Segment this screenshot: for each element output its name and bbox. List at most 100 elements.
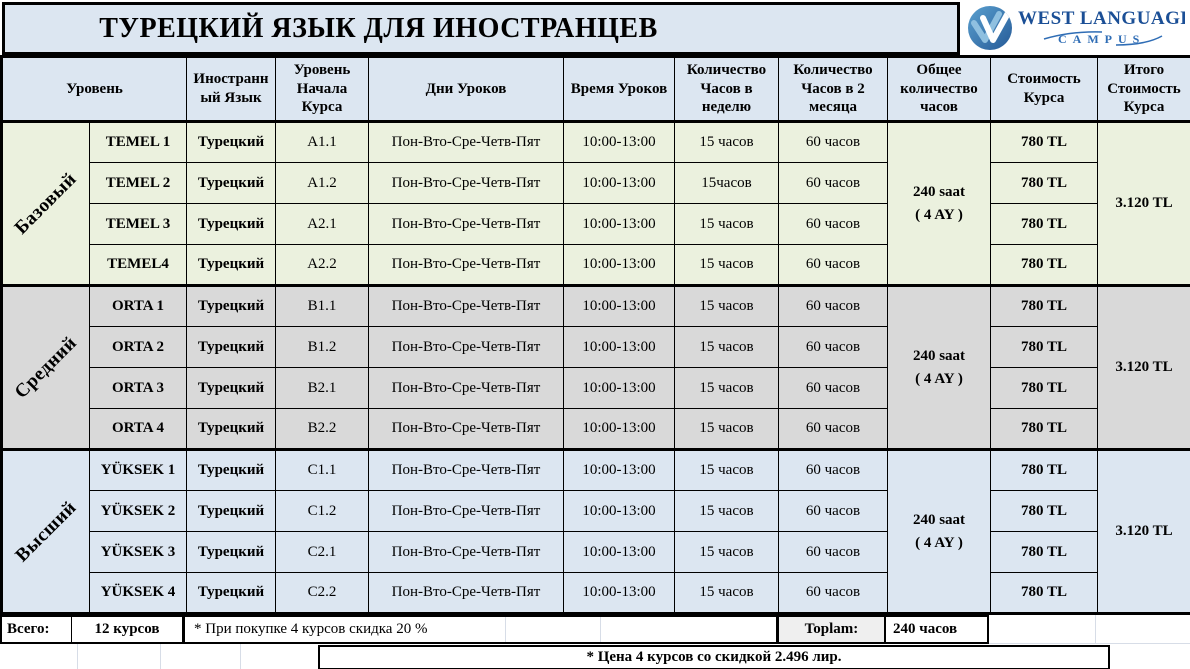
- start-level-cell: B2.1: [275, 367, 369, 409]
- table-row: YÜKSEK 4 Турецкий C2.2 Пон-Вто-Сре-Четв-…: [2, 572, 1190, 614]
- language-cell: Турецкий: [186, 203, 276, 245]
- hours-2months-cell: 60 часов: [778, 203, 888, 245]
- hours-week-cell: 15 часов: [674, 203, 779, 245]
- cost-cell: 780 TL: [990, 121, 1098, 163]
- table-row: TEMEL 3 Турецкий A2.1 Пон-Вто-Сре-Четв-П…: [2, 203, 1190, 245]
- discount-note-box: * При покупке 4 курсов скидка 20 %: [183, 615, 778, 644]
- time-cell: 10:00-13:00: [563, 572, 675, 614]
- column-header-total-cost: Итого Стоимость Курса: [1097, 56, 1190, 122]
- hours-2months-cell: 60 часов: [778, 162, 888, 204]
- days-cell: Пон-Вто-Сре-Четв-Пят: [368, 162, 564, 204]
- column-header-hours-2months: Количество Часов в 2 месяца: [778, 56, 888, 122]
- toplam-label: Toplam:: [779, 617, 886, 642]
- language-cell: Турецкий: [186, 162, 276, 204]
- start-level-cell: C2.1: [275, 531, 369, 573]
- language-cell: Турецкий: [186, 326, 276, 368]
- language-cell: Турецкий: [186, 408, 276, 450]
- hours-week-cell: 15 часов: [674, 531, 779, 573]
- time-cell: 10:00-13:00: [563, 408, 675, 450]
- days-cell: Пон-Вто-Сре-Четв-Пят: [368, 203, 564, 245]
- time-cell: 10:00-13:00: [563, 162, 675, 204]
- start-level-cell: A1.1: [275, 121, 369, 163]
- level-cell: YÜKSEK 2: [89, 490, 187, 532]
- language-cell: Турецкий: [186, 244, 276, 286]
- total-hours-cell: 240 saat ( 4 AY ): [887, 285, 991, 450]
- time-cell: 10:00-13:00: [563, 326, 675, 368]
- header-strip: ТУРЕЦКИЙ ЯЗЫК ДЛЯ ИНОСТРАНЦЕВ: [0, 0, 1190, 55]
- total-cost-cell: 3.120 TL: [1097, 285, 1190, 450]
- start-level-cell: A1.2: [275, 162, 369, 204]
- cost-cell: 780 TL: [990, 531, 1098, 573]
- cost-cell: 780 TL: [990, 449, 1098, 491]
- section-label-high: Высший: [1, 449, 90, 614]
- section-high: Высший YÜKSEK 1 Турецкий C1.1 Пон-Вто-Ср…: [1, 449, 1190, 614]
- logo-name-text: WEST LANGUAGE: [1018, 8, 1185, 29]
- toplam-value: 240 часов: [893, 621, 958, 637]
- level-cell: TEMEL 3: [89, 203, 187, 245]
- hours-2months-cell: 60 часов: [778, 449, 888, 491]
- column-header-days: Дни Уроков: [368, 56, 564, 122]
- table-row: Средний ORTA 1 Турецкий B1.1 Пон-Вто-Сре…: [1, 285, 1190, 450]
- level-cell: ORTA 2: [89, 326, 187, 368]
- hours-week-cell: 15 часов: [674, 121, 779, 163]
- time-cell: 10:00-13:00: [563, 203, 675, 245]
- hours-week-cell: 15 часов: [674, 244, 779, 286]
- column-header-time: Время Уроков: [563, 56, 675, 122]
- level-cell: TEMEL4: [89, 244, 187, 286]
- hours-2months-cell: 60 часов: [778, 244, 888, 286]
- start-level-cell: C1.1: [275, 449, 369, 491]
- language-cell: Турецкий: [186, 367, 276, 409]
- language-cell: Турецкий: [186, 531, 276, 573]
- language-cell: Турецкий: [186, 572, 276, 614]
- table-row: YÜKSEK 2 Турецкий C1.2 Пон-Вто-Сре-Четв-…: [2, 490, 1190, 532]
- table-row: ORTA 2 Турецкий B1.2 Пон-Вто-Сре-Четв-Пя…: [2, 326, 1190, 368]
- time-cell: 10:00-13:00: [563, 531, 675, 573]
- section-label-middle: Средний: [1, 285, 90, 450]
- total-hours-cell: 240 saat ( 4 AY ): [887, 121, 991, 286]
- time-cell: 10:00-13:00: [563, 244, 675, 286]
- level-cell: ORTA 1: [89, 285, 187, 327]
- hours-2months-cell: 60 часов: [778, 121, 888, 163]
- total-cost-cell: 3.120 TL: [1097, 121, 1190, 286]
- table-row: ORTA 4 Турецкий B2.2 Пон-Вто-Сре-Четв-Пя…: [2, 408, 1190, 450]
- table-header: Уровень Иностранный Язык Уровень Начала …: [1, 56, 1190, 122]
- hours-2months-cell: 60 часов: [778, 367, 888, 409]
- banner-row: * Цена 4 курсов со скидкой 2.496 лир.: [0, 644, 1190, 669]
- language-cell: Турецкий: [186, 490, 276, 532]
- hours-week-cell: 15часов: [674, 162, 779, 204]
- hours-2months-cell: 60 часов: [778, 490, 888, 532]
- days-cell: Пон-Вто-Сре-Четв-Пят: [368, 244, 564, 286]
- cost-cell: 780 TL: [990, 572, 1098, 614]
- cost-cell: 780 TL: [990, 285, 1098, 327]
- discount-note: * При покупке 4 курсов скидка 20 %: [185, 617, 776, 642]
- hours-2months-cell: 60 часов: [778, 285, 888, 327]
- total-courses-box: Всего: 12 курсов: [0, 615, 184, 644]
- column-header-start-level: Уровень Начала Курса: [275, 56, 369, 122]
- cost-cell: 780 TL: [990, 203, 1098, 245]
- empty-cell: [1096, 615, 1190, 644]
- table-row: TEMEL 2 Турецкий A1.2 Пон-Вто-Сре-Четв-П…: [2, 162, 1190, 204]
- hours-2months-cell: 60 часов: [778, 408, 888, 450]
- time-cell: 10:00-13:00: [563, 449, 675, 491]
- language-cell: Турецкий: [186, 285, 276, 327]
- table-row: TEMEL4 Турецкий A2.2 Пон-Вто-Сре-Четв-Пя…: [2, 244, 1190, 286]
- hours-week-cell: 15 часов: [674, 285, 779, 327]
- hours-2months-cell: 60 часов: [778, 531, 888, 573]
- cost-cell: 780 TL: [990, 162, 1098, 204]
- discount-price-banner: * Цена 4 курсов со скидкой 2.496 лир.: [318, 645, 1110, 669]
- logo-swoosh: [1043, 30, 1163, 46]
- days-cell: Пон-Вто-Сре-Четв-Пят: [368, 531, 564, 573]
- total-cost-cell: 3.120 TL: [1097, 449, 1190, 614]
- course-table: Уровень Иностранный Язык Уровень Начала …: [0, 55, 1190, 615]
- hours-week-cell: 15 часов: [674, 367, 779, 409]
- days-cell: Пон-Вто-Сре-Четв-Пят: [368, 121, 564, 163]
- hours-week-cell: 15 часов: [674, 408, 779, 450]
- empty-cell: [989, 615, 1096, 644]
- hours-week-cell: 15 часов: [674, 326, 779, 368]
- level-cell: TEMEL 2: [89, 162, 187, 204]
- start-level-cell: A2.2: [275, 244, 369, 286]
- start-level-cell: A2.1: [275, 203, 369, 245]
- time-cell: 10:00-13:00: [563, 285, 675, 327]
- cost-cell: 780 TL: [990, 408, 1098, 450]
- table-row: Базовый TEMEL 1 Турецкий A1.1 Пон-Вто-Ср…: [1, 121, 1190, 286]
